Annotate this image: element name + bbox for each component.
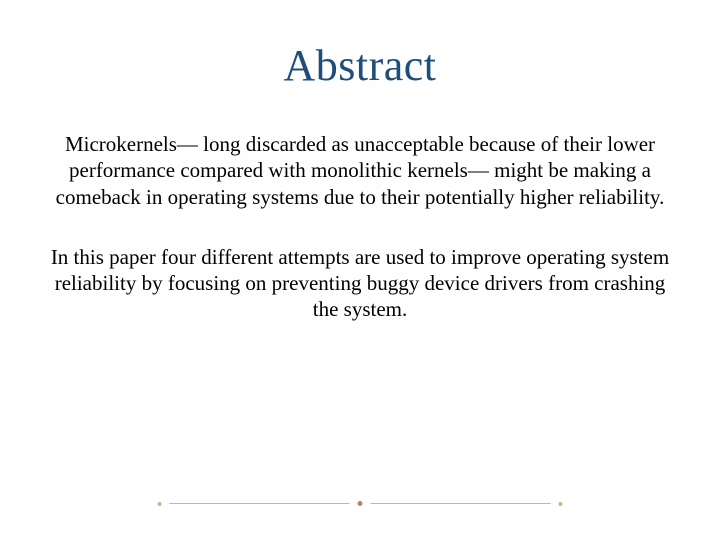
divider-line [371, 503, 551, 504]
divider-dot-icon [358, 501, 363, 506]
abstract-paragraph-1: Microkernels— long discarded as unaccept… [40, 131, 680, 210]
slide-title: Abstract [40, 40, 680, 91]
divider-line [170, 503, 350, 504]
divider-dot-icon [158, 502, 162, 506]
divider-dot-icon [559, 502, 563, 506]
decorative-divider [158, 501, 563, 506]
slide: Abstract Microkernels— long discarded as… [0, 0, 720, 540]
abstract-paragraph-2: In this paper four different attempts ar… [40, 244, 680, 323]
